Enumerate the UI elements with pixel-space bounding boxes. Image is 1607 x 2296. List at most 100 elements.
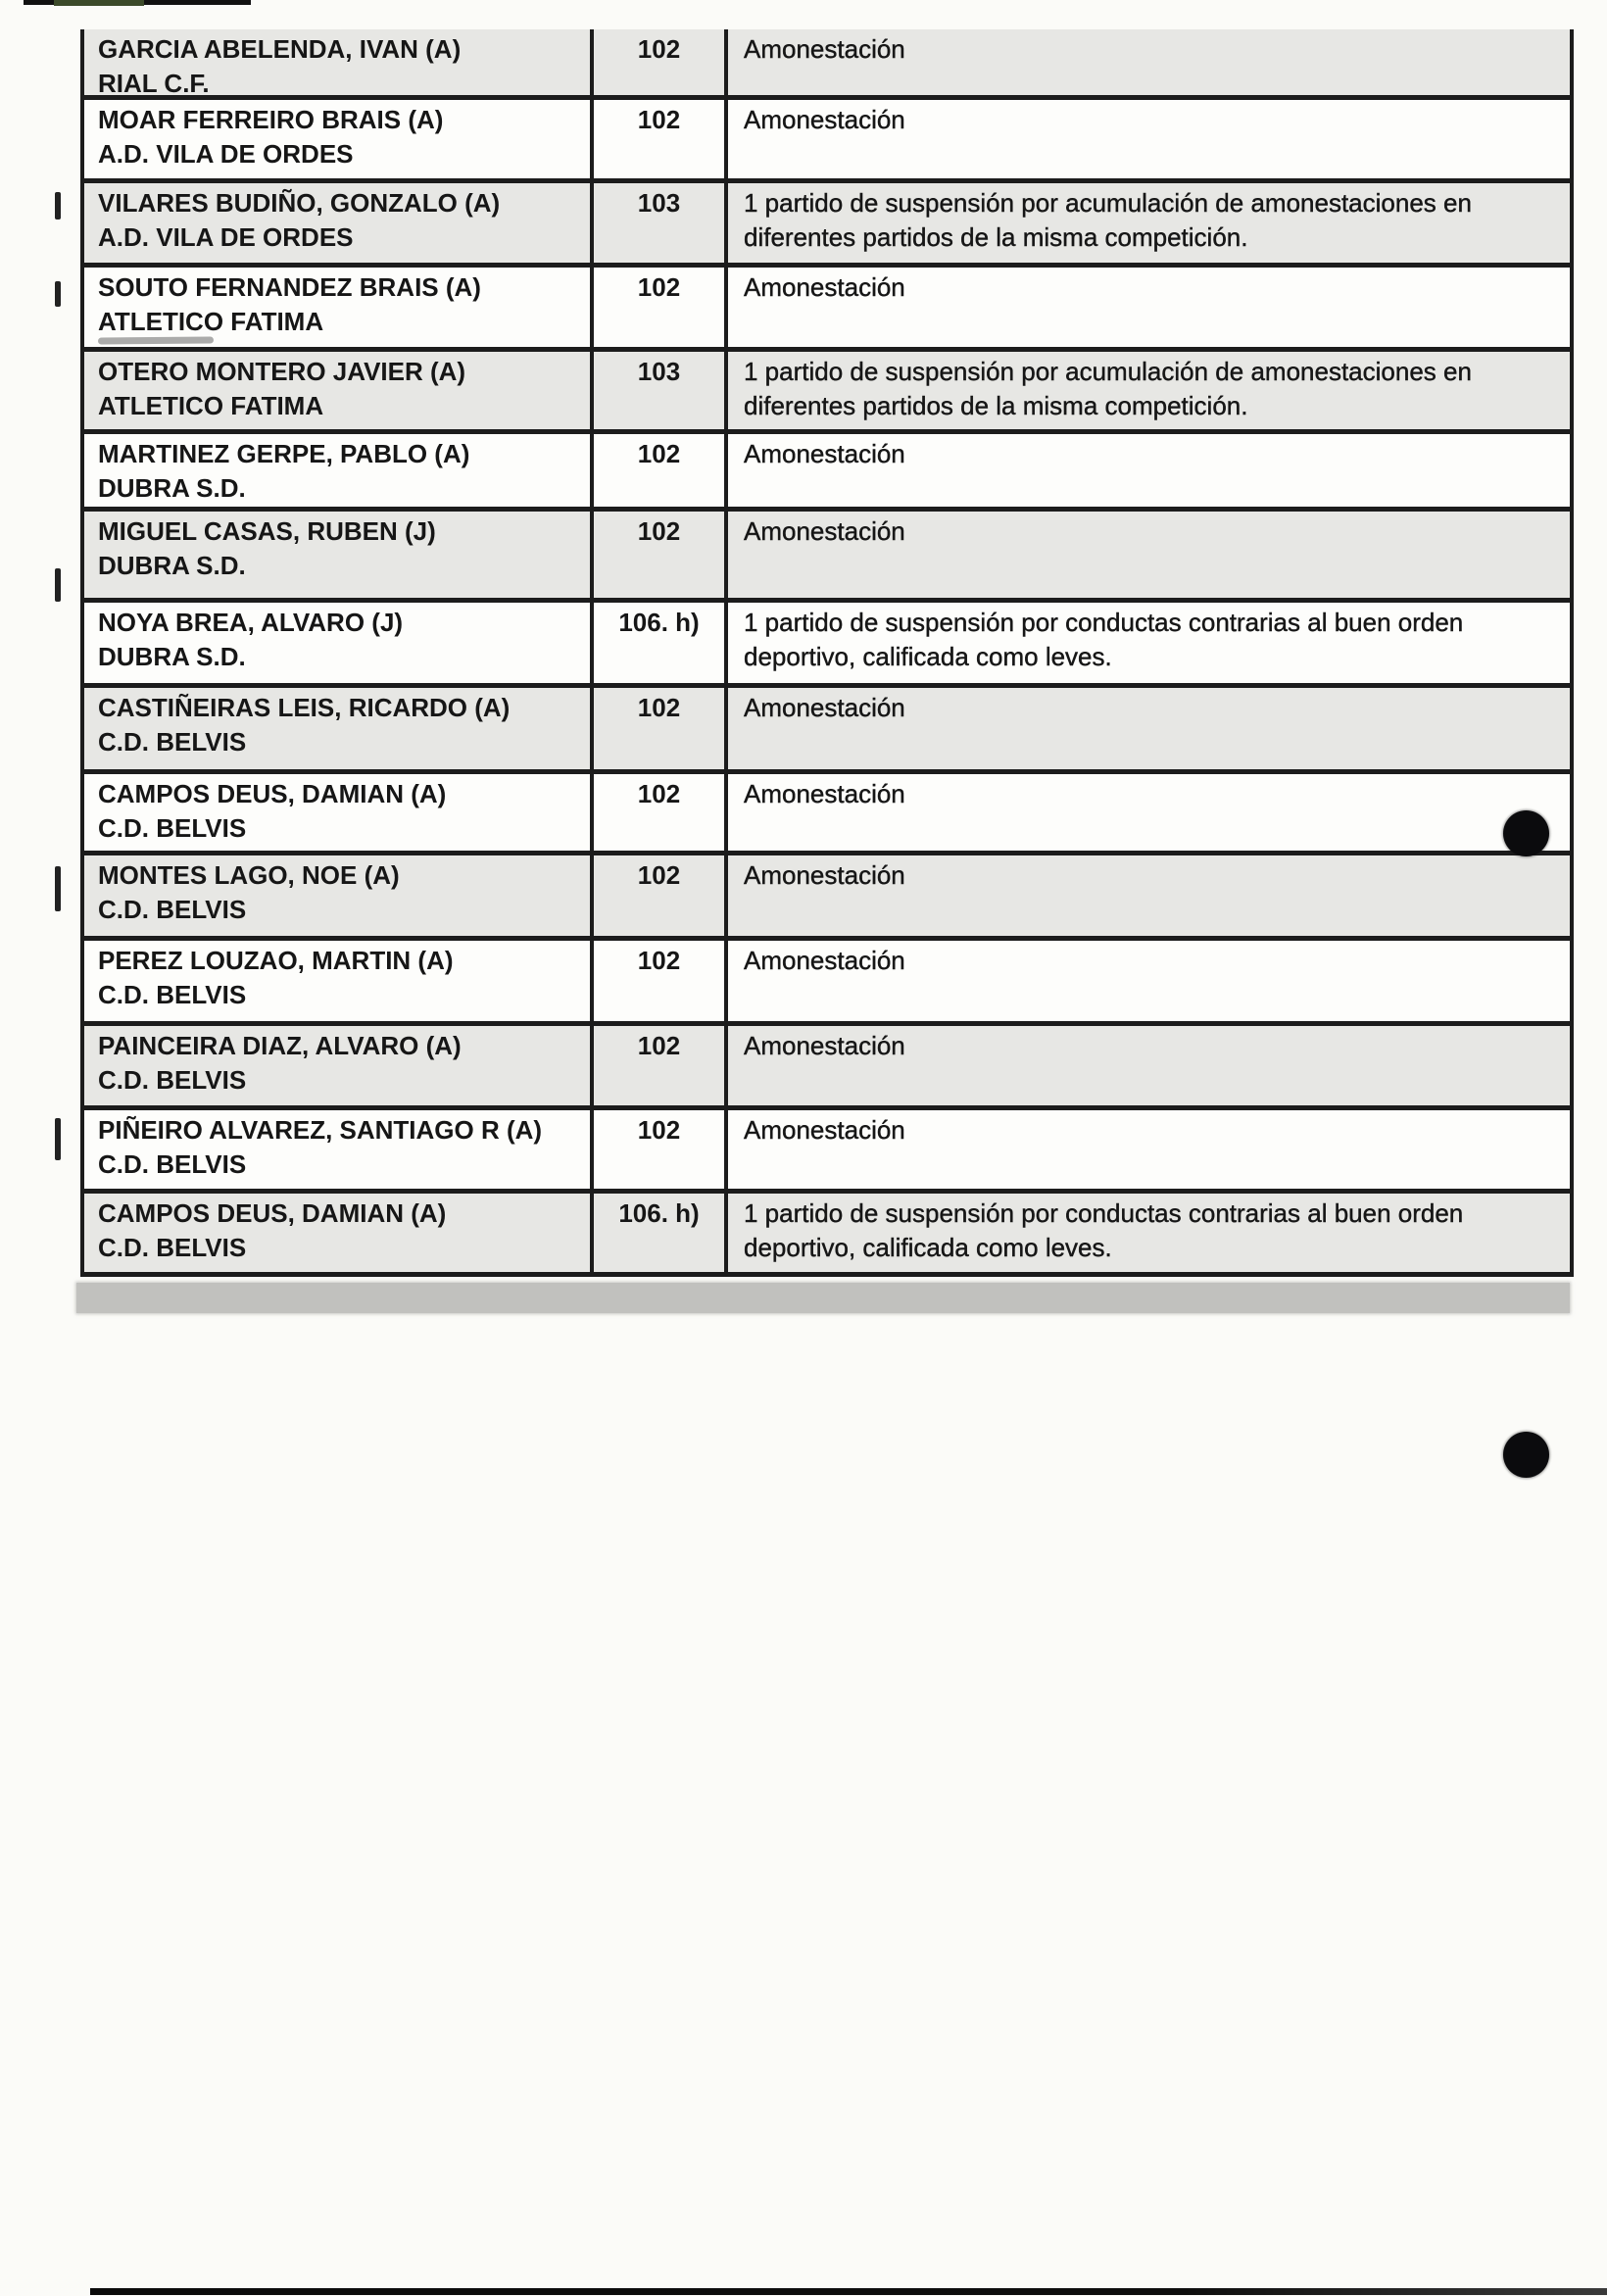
player-cell: VILARES BUDIÑO, GONZALO (A) A.D. VILA DE …: [84, 183, 590, 263]
article-number: 102: [590, 688, 724, 769]
player-club: A.D. VILA DE ORDES: [98, 222, 354, 252]
sanction-line: deportivo, calificada como leves.: [744, 642, 1112, 671]
table-row: CASTIÑEIRAS LEIS, RICARDO (A) C.D. BELVIS…: [84, 688, 1570, 774]
player-cell: OTERO MONTERO JAVIER (A) ATLETICO FATIMA: [84, 352, 590, 429]
player-club: C.D. BELVIS: [98, 813, 247, 843]
sanction-cell: 1 partido de suspensión por acumulación …: [724, 183, 1570, 263]
table-row: SOUTO FERNANDEZ BRAIS (A) ATLETICO FATIMA…: [84, 268, 1570, 352]
sanction-line: 1 partido de suspensión por acumulación …: [744, 357, 1472, 386]
player-name: CAMPOS DEUS, DAMIAN (A): [98, 1198, 447, 1228]
player-name: CASTIÑEIRAS LEIS, RICARDO (A): [98, 693, 511, 722]
player-name: PIÑEIRO ALVAREZ, SANTIAGO R (A): [98, 1115, 543, 1145]
player-club: C.D. BELVIS: [98, 895, 247, 924]
scan-artifact-gray-bar: [76, 1283, 1570, 1313]
player-cell: CAMPOS DEUS, DAMIAN (A) C.D. BELVIS: [84, 1194, 590, 1272]
article-number: 106. h): [590, 1194, 724, 1272]
sanction-cell: Amonestación: [724, 29, 1570, 101]
article-number: 102: [590, 268, 724, 347]
sanction-cell: Amonestación: [724, 268, 1570, 347]
table-row: GARCIA ABELENDA, IVAN (A) RIAL C.F. 102 Amo…: [84, 29, 1570, 101]
player-cell: MIGUEL CASAS, RUBEN (J) DUBRA S.D.: [84, 512, 590, 598]
sanction-line: Amonestación: [744, 34, 905, 64]
player-club: RIAL C.F.: [98, 69, 210, 98]
sanction-line: deportivo, calificada como leves.: [744, 1233, 1112, 1262]
scan-artifact-smudge: [97, 336, 215, 345]
sanction-line: Amonestación: [744, 946, 905, 975]
player-cell: SOUTO FERNANDEZ BRAIS (A) ATLETICO FATIMA: [84, 268, 590, 347]
player-name: NOYA BREA, ALVARO (J): [98, 608, 404, 637]
sanction-line: diferentes partidos de la misma competic…: [744, 222, 1248, 252]
player-name: MONTES LAGO, NOE (A): [98, 860, 400, 890]
article-number: 102: [590, 941, 724, 1021]
sanction-line: 1 partido de suspensión por conductas co…: [744, 608, 1464, 637]
sanction-line: Amonestación: [744, 1031, 905, 1060]
article-number: 103: [590, 352, 724, 429]
scan-artifact-dash: [55, 866, 61, 911]
sanction-line: diferentes partidos de la misma competic…: [744, 391, 1248, 420]
table-row: MOAR FERREIRO BRAIS (A) A.D. VILA DE ORDE…: [84, 100, 1570, 183]
table-row: PEREZ LOUZAO, MARTIN (A) C.D. BELVIS 102 Am…: [84, 941, 1570, 1026]
table-row: CAMPOS DEUS, DAMIAN (A) C.D. BELVIS 106. h…: [84, 1194, 1570, 1277]
player-club: C.D. BELVIS: [98, 727, 247, 757]
article-number: 102: [590, 1026, 724, 1105]
player-name: CAMPOS DEUS, DAMIAN (A): [98, 779, 447, 808]
player-club: A.D. VILA DE ORDES: [98, 139, 354, 169]
sanction-cell: Amonestación: [724, 941, 1570, 1021]
scan-artifact-dash: [55, 192, 61, 220]
player-cell: PIÑEIRO ALVAREZ, SANTIAGO R (A) C.D. BELV…: [84, 1110, 590, 1189]
scan-artifact-top-strip-green: [54, 0, 144, 6]
player-club: DUBRA S.D.: [98, 473, 246, 503]
sanction-line: Amonestación: [744, 1115, 905, 1145]
player-cell: MOAR FERREIRO BRAIS (A) A.D. VILA DE ORDE…: [84, 100, 590, 178]
table-row: PAINCEIRA DIAZ, ALVARO (A) C.D. BELVIS 102…: [84, 1026, 1570, 1110]
article-number: 102: [590, 100, 724, 178]
player-cell: CASTIÑEIRAS LEIS, RICARDO (A) C.D. BELVIS: [84, 688, 590, 769]
sanction-cell: 1 partido de suspensión por conductas co…: [724, 1194, 1570, 1272]
article-number: 102: [590, 29, 724, 101]
player-name: SOUTO FERNANDEZ BRAIS (A): [98, 272, 481, 302]
player-cell: GARCIA ABELENDA, IVAN (A) RIAL C.F.: [84, 29, 590, 101]
punch-hole-mark: [1503, 1432, 1549, 1478]
sanction-cell: Amonestación: [724, 512, 1570, 598]
sanction-cell: Amonestación: [724, 688, 1570, 769]
table-row: MIGUEL CASAS, RUBEN (J) DUBRA S.D. 102 Amon…: [84, 512, 1570, 603]
article-number: 106. h): [590, 603, 724, 683]
player-name: GARCIA ABELENDA, IVAN (A): [98, 34, 462, 64]
sanction-line: Amonestación: [744, 516, 905, 546]
table-row: NOYA BREA, ALVARO (J) DUBRA S.D. 106. h) 1 …: [84, 603, 1570, 688]
table-row: OTERO MONTERO JAVIER (A) ATLETICO FATIMA 1…: [84, 352, 1570, 434]
scan-artifact-bottom-strip: [90, 2288, 1607, 2295]
player-club: DUBRA S.D.: [98, 642, 246, 671]
player-club: DUBRA S.D.: [98, 551, 246, 580]
player-cell: MONTES LAGO, NOE (A) C.D. BELVIS: [84, 855, 590, 936]
article-number: 102: [590, 1110, 724, 1189]
sanction-cell: Amonestación: [724, 434, 1570, 507]
player-name: MIGUEL CASAS, RUBEN (J): [98, 516, 436, 546]
punch-hole-mark: [1503, 810, 1549, 856]
sanction-cell: 1 partido de suspensión por acumulación …: [724, 352, 1570, 429]
sanction-line: Amonestación: [744, 779, 905, 808]
sanction-cell: 1 partido de suspensión por conductas co…: [724, 603, 1570, 683]
player-name: OTERO MONTERO JAVIER (A): [98, 357, 466, 386]
sanction-cell: Amonestación: [724, 855, 1570, 936]
sanction-line: Amonestación: [744, 105, 905, 134]
table-row: CAMPOS DEUS, DAMIAN (A) C.D. BELVIS 102 Amo…: [84, 774, 1570, 855]
player-name: MARTINEZ GERPE, PABLO (A): [98, 439, 470, 468]
sanction-line: Amonestación: [744, 272, 905, 302]
scan-artifact-dash: [55, 1118, 61, 1160]
article-number: 102: [590, 855, 724, 936]
sanction-cell: Amonestación: [724, 1110, 1570, 1189]
player-cell: CAMPOS DEUS, DAMIAN (A) C.D. BELVIS: [84, 774, 590, 851]
sanction-cell: Amonestación: [724, 100, 1570, 178]
article-number: 103: [590, 183, 724, 263]
scan-artifact-dash: [55, 568, 61, 602]
player-name: PEREZ LOUZAO, MARTIN (A): [98, 946, 454, 975]
table-row: MARTINEZ GERPE, PABLO (A) DUBRA S.D. 102 Am…: [84, 434, 1570, 512]
article-number: 102: [590, 774, 724, 851]
sanction-line: 1 partido de suspensión por conductas co…: [744, 1198, 1464, 1228]
sanction-cell: Amonestación: [724, 1026, 1570, 1105]
player-club: C.D. BELVIS: [98, 1065, 247, 1095]
player-cell: PEREZ LOUZAO, MARTIN (A) C.D. BELVIS: [84, 941, 590, 1021]
article-number: 102: [590, 434, 724, 507]
player-club: ATLETICO FATIMA: [98, 391, 324, 420]
